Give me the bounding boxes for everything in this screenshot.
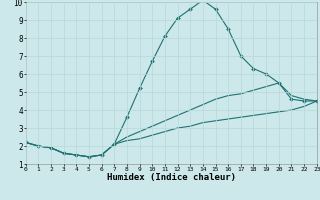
X-axis label: Humidex (Indice chaleur): Humidex (Indice chaleur) [107, 173, 236, 182]
